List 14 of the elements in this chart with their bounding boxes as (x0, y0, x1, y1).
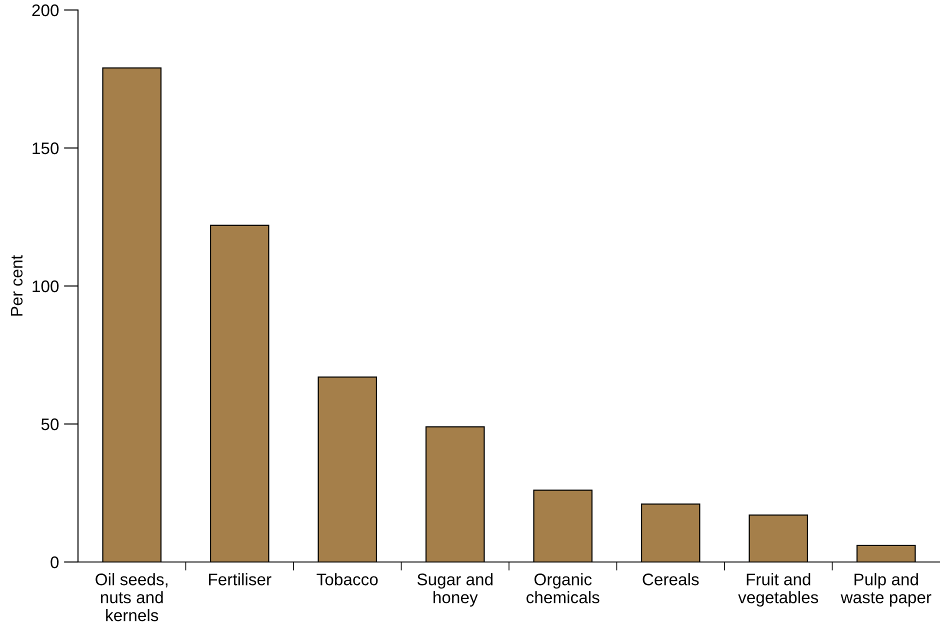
y-tick-label: 0 (50, 556, 59, 568)
y-tick-label: 150 (32, 142, 59, 154)
y-axis-title: Per cent (10, 255, 23, 316)
x-tick-label: Fruit and vegetables (738, 573, 818, 607)
y-tick-label: 50 (41, 418, 59, 430)
x-tick-label: Oil seeds, nuts and kernels (96, 573, 168, 622)
x-tick-label: Cereals (642, 573, 699, 586)
x-tick-label: Sugar and honey (417, 573, 493, 607)
y-tick-label: 100 (32, 280, 59, 292)
x-tick-label: Tobacco (316, 573, 378, 586)
x-tick-label: Organic chemicals (526, 573, 600, 604)
x-tick-label: Fertiliser (209, 573, 272, 586)
y-tick-label: 200 (32, 4, 59, 16)
x-tick-label: Pulp and waste paper (840, 573, 932, 607)
